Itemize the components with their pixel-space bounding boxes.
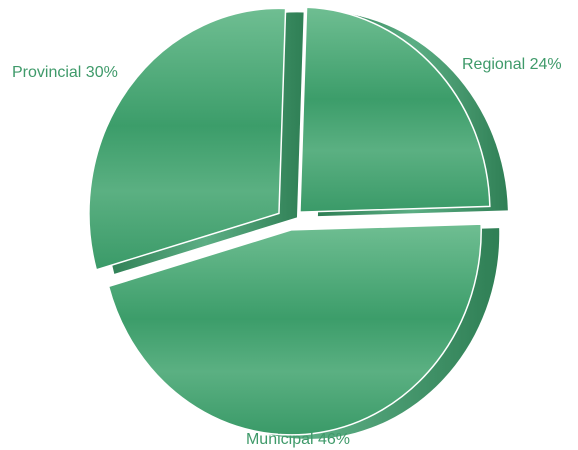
slice-provincial bbox=[88, 7, 287, 271]
slice-label-provincial: Provincial 30% bbox=[12, 64, 118, 81]
slice-labels: Regional 24% Municipal 46% Provincial 30% bbox=[12, 56, 562, 448]
slices bbox=[88, 6, 491, 436]
slice-municipal bbox=[107, 223, 482, 436]
slice-label-regional: Regional 24% bbox=[462, 56, 562, 73]
slice-regional bbox=[299, 6, 491, 213]
slice-label-municipal: Municipal 46% bbox=[246, 431, 350, 448]
